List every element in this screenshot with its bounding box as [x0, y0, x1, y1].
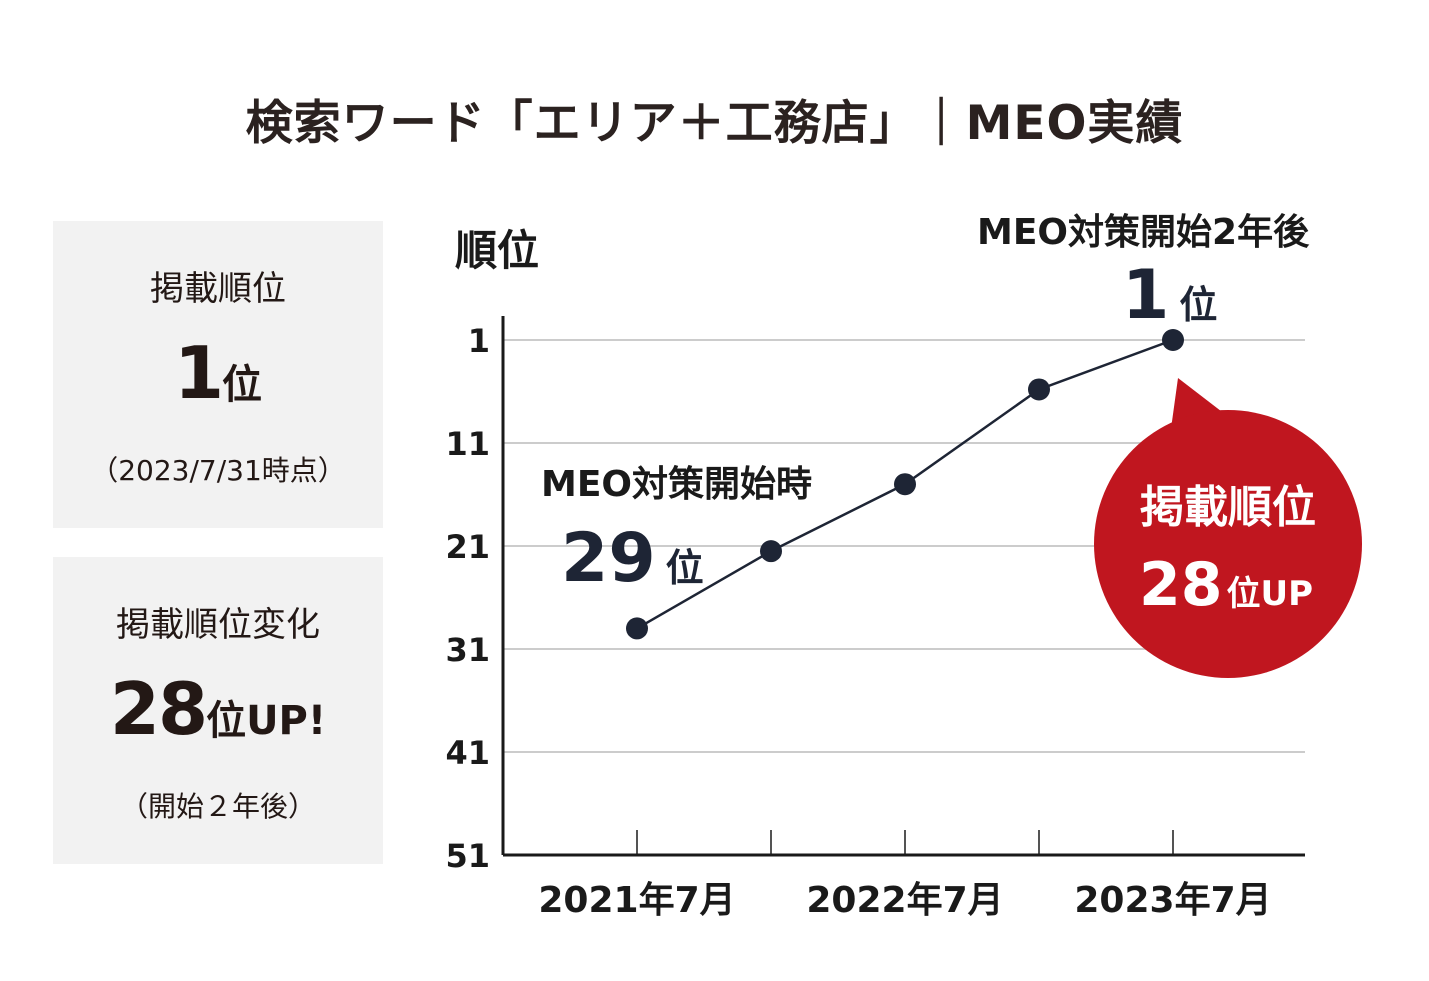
y-tick-label-51: 51: [445, 837, 490, 875]
x-axis-ticks: [636, 830, 1174, 855]
data-point-1: [760, 540, 782, 563]
current-rank-card: 掲載順位 1位 （2023/7/31時点）: [53, 221, 383, 528]
current-rank-number: 1: [173, 331, 224, 415]
start-annotation-label: MEO対策開始時: [541, 464, 812, 505]
x-tick-label-0: 2021年7月: [538, 880, 735, 921]
y-tick-label-11: 11: [445, 425, 490, 463]
start-annotation-value: 29 位: [561, 519, 704, 598]
rank-up-bubble: 掲載順位 28 位UP: [1094, 378, 1362, 678]
x-tick-label-4: 2023年7月: [1074, 880, 1271, 921]
rank-change-label: 掲載順位変化: [116, 605, 320, 645]
current-rank-note: （2023/7/31時点）: [90, 454, 346, 487]
rank-change-note: （開始２年後）: [119, 790, 316, 823]
current-rank-unit: 位: [222, 362, 263, 408]
y-axis-label: 順位: [455, 226, 539, 275]
x-axis-tick-labels: 2021年7月 2022年7月 2023年7月: [538, 880, 1271, 921]
y-tick-label-31: 31: [445, 631, 490, 669]
bubble-circle: [1094, 410, 1362, 678]
rank-change-value: 28位UP!: [53, 667, 383, 751]
current-rank-label: 掲載順位: [150, 269, 286, 309]
x-tick-label-2: 2022年7月: [806, 880, 1003, 921]
page-title: 検索ワード「エリア＋工務店」｜MEO実績: [245, 96, 1184, 151]
data-points: [626, 329, 1184, 640]
bubble-line1: 掲載順位: [1140, 482, 1316, 533]
data-point-0: [626, 617, 648, 640]
rank-change-suffix: UP!: [246, 698, 327, 744]
rank-change-unit: 位: [206, 698, 247, 744]
rank-change-number: 28: [109, 667, 208, 751]
bubble-value: 28 位UP: [1139, 550, 1313, 620]
end-annotation-label: MEO対策開始2年後: [977, 212, 1310, 253]
y-tick-label-21: 21: [445, 528, 490, 566]
y-tick-label-1: 1: [468, 322, 490, 360]
data-point-2: [894, 473, 916, 496]
y-tick-label-41: 41: [445, 734, 490, 772]
rank-change-card: 掲載順位変化 28位UP! （開始２年後）: [53, 557, 383, 864]
current-rank-value: 1位: [53, 331, 383, 415]
data-point-4: [1162, 329, 1184, 351]
data-point-3: [1028, 378, 1050, 401]
